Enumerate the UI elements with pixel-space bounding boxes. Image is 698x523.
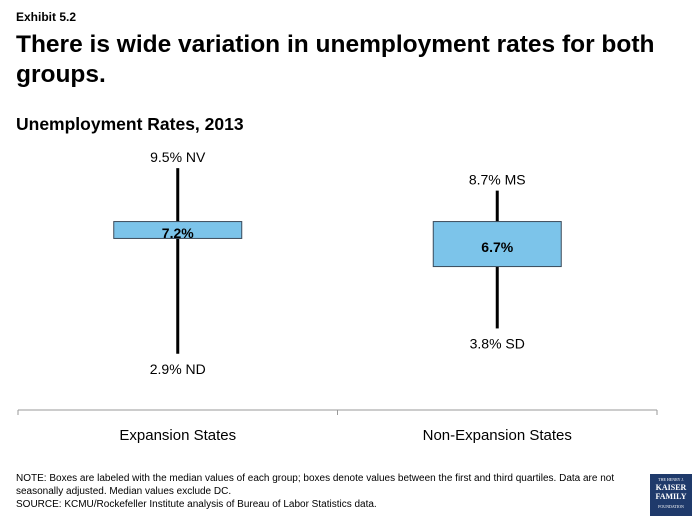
median-label: 6.7%: [481, 239, 513, 255]
exhibit-label: Exhibit 5.2: [16, 10, 77, 24]
category-label: Expansion States: [119, 427, 236, 444]
category-label: Non-Expansion States: [423, 427, 572, 444]
logo-line-4: FOUNDATION: [658, 504, 684, 509]
kff-logo: THE HENRY J. KAISER FAMILY FOUNDATION: [650, 474, 692, 516]
min-label: 2.9% ND: [150, 361, 206, 377]
logo-line-3: FAMILY: [655, 492, 687, 501]
logo-line-2: KAISER: [655, 483, 687, 492]
source-text: SOURCE: KCMU/Rockefeller Institute analy…: [16, 499, 377, 510]
max-label: 9.5% NV: [150, 149, 206, 165]
box-plot-chart: 9.5% NV 2.9% ND 7.2% Expansion States 8.7% M…: [17, 149, 658, 444]
median-label: 7.2%: [162, 225, 194, 241]
min-label: 3.8% SD: [470, 335, 525, 351]
max-label: 8.7% MS: [469, 172, 526, 188]
page-title: There is wide variation in unemployment …: [16, 31, 655, 88]
logo-line-1: THE HENRY J.: [658, 477, 684, 482]
chart-title: Unemployment Rates, 2013: [16, 114, 244, 134]
note-text: NOTE: Boxes are labeled with the median …: [16, 473, 615, 497]
footnote: NOTE: Boxes are labeled with the median …: [16, 472, 636, 511]
iqr-box: [432, 221, 562, 268]
iqr-box: [113, 221, 243, 239]
